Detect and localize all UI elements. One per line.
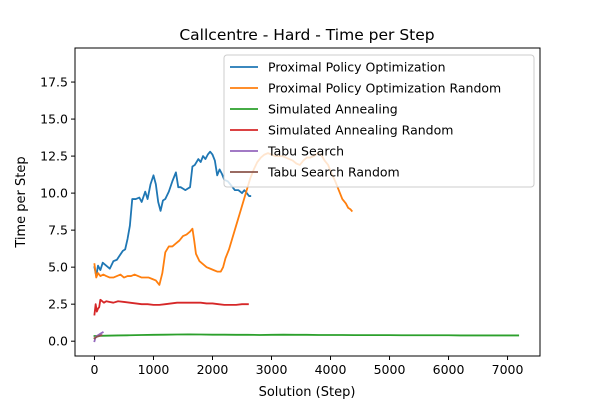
x-tick-label: 1000 bbox=[138, 362, 170, 377]
y-tick-label: 10.0 bbox=[40, 186, 68, 201]
legend-label-5: Tabu Search Random bbox=[267, 165, 400, 180]
series-line-3 bbox=[93, 298, 249, 316]
legend-label-4: Tabu Search bbox=[267, 144, 344, 159]
x-tick-label: 5000 bbox=[374, 362, 406, 377]
series-line-5 bbox=[93, 334, 103, 340]
x-tick-label: 7000 bbox=[492, 362, 524, 377]
y-tick-label: 2.5 bbox=[48, 297, 68, 312]
x-tick-label: 3000 bbox=[256, 362, 288, 377]
plot-frame bbox=[74, 47, 541, 357]
legend-label-1: Proximal Policy Optimization Random bbox=[268, 81, 501, 96]
x-tick-label: 2000 bbox=[197, 362, 229, 377]
legend-label-3: Simulated Annealing Random bbox=[268, 123, 453, 138]
y-tick-label: 7.5 bbox=[48, 223, 68, 238]
chart-title: Callcentre - Hard - Time per Step bbox=[179, 26, 434, 44]
y-tick-label: 17.5 bbox=[40, 75, 68, 90]
y-tick-label: 5.0 bbox=[48, 260, 68, 275]
x-axis-ticks: 0 1000 2000 3000 4000 5000 6000 7000 bbox=[90, 356, 523, 377]
x-axis-label: Solution (Step) bbox=[259, 385, 356, 400]
legend-label-0: Proximal Policy Optimization bbox=[268, 60, 446, 75]
x-tick-label: 4000 bbox=[315, 362, 347, 377]
y-tick-label: 0.0 bbox=[48, 334, 68, 349]
series-line-2 bbox=[93, 333, 520, 337]
y-axis-ticks: 0.0 2.5 5.0 7.5 10.0 12.5 15.0 17.5 bbox=[40, 75, 75, 349]
y-axis-label: Time per Step bbox=[14, 156, 29, 248]
legend: Proximal Policy Optimization Proximal Pol… bbox=[223, 54, 535, 188]
x-tick-label: 6000 bbox=[433, 362, 465, 377]
series-line-0 bbox=[93, 150, 252, 277]
series-layer bbox=[93, 150, 520, 343]
legend-box bbox=[223, 54, 535, 188]
plot-area: 0 1000 2000 3000 4000 5000 6000 7000 0.0 2.5 5.0 7… bbox=[40, 47, 541, 377]
y-tick-label: 15.0 bbox=[40, 112, 68, 127]
legend-label-2: Simulated Annealing bbox=[268, 102, 398, 117]
x-tick-label: 0 bbox=[90, 362, 98, 377]
y-tick-label: 12.5 bbox=[40, 149, 68, 164]
